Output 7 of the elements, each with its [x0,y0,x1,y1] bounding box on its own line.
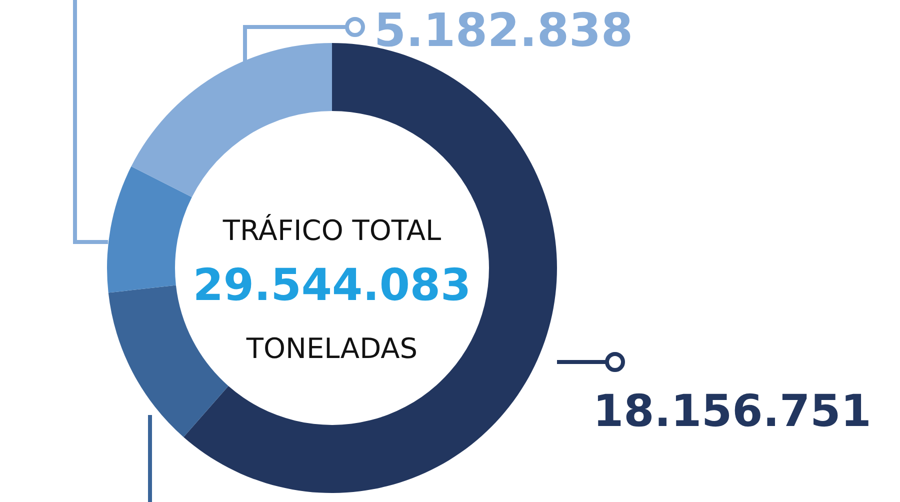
text: TONELADAS [245,332,418,365]
donut-slice [107,166,192,293]
data-label: 18.156.751 [593,386,872,437]
data-label: 5.182.838 [374,3,633,57]
text: 29.544.083 [192,260,472,311]
text: TRÁFICO TOTAL [222,214,442,247]
donut-slice [131,43,332,198]
